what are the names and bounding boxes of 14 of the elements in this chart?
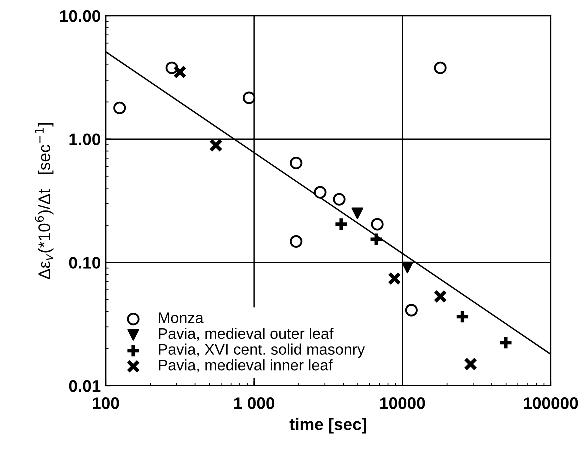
x-tick-label: 100 <box>93 398 120 410</box>
x-tick-label: 10000 <box>380 398 426 410</box>
x-axis-title: time [sec] <box>290 418 366 434</box>
x-tick-label: 1 000 <box>234 398 275 410</box>
y-tick-label: 10.00 <box>60 10 100 22</box>
y-tick-label: 1.00 <box>70 134 100 146</box>
y-axis-title: Δε$_{v}$(*10$^{6}$)/Δt [sec$^{−1}$] <box>35 123 54 280</box>
legend-label: Pavia, XVI cent. solid masonry <box>159 344 366 358</box>
legend-label: Pavia, medieval inner leaf <box>159 360 333 373</box>
y-tick-label: 0.10 <box>69 257 100 269</box>
legend-label: Monza <box>159 312 204 324</box>
x-tick-label: 100000 <box>524 398 578 410</box>
legend-label: Pavia, medieval outer leaf <box>159 328 334 342</box>
y-tick-label: 0.01 <box>69 380 101 392</box>
